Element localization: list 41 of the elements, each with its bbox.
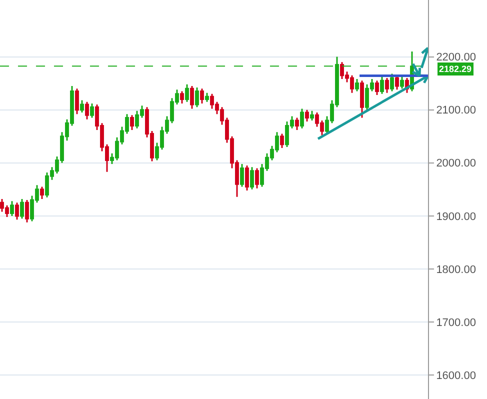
candlestick <box>20 198 24 220</box>
candlestick <box>310 110 314 122</box>
candlestick <box>190 85 194 110</box>
y-tick-label: 2200.00 <box>436 52 476 64</box>
candlestick <box>390 73 394 92</box>
y-tick-label: 1900.00 <box>436 210 476 223</box>
candlestick <box>205 92 209 103</box>
y-tick-label: 2000.00 <box>436 158 476 170</box>
y-tick-label: 1800.00 <box>436 264 476 276</box>
candlestick <box>240 163 244 188</box>
y-tick-label: 2100.00 <box>436 104 476 117</box>
candlestick <box>305 109 309 122</box>
y-tick-label: 1700.00 <box>436 316 476 329</box>
candlestick <box>25 199 29 224</box>
candlestick <box>380 76 384 95</box>
candlestick <box>385 77 389 94</box>
candlestick <box>395 74 399 90</box>
candlestick <box>295 117 299 131</box>
candlestick <box>250 166 254 190</box>
y-tick-label: 1600.00 <box>436 370 476 382</box>
candlestick <box>280 132 284 149</box>
candlestick <box>80 100 84 114</box>
candlestick <box>200 88 204 104</box>
candlestick <box>15 202 19 220</box>
candlestick <box>195 86 199 108</box>
candlestick <box>90 102 94 119</box>
candlestick <box>360 80 364 119</box>
candlestick <box>375 80 379 96</box>
candlestick <box>10 200 14 217</box>
candlestick <box>245 164 249 192</box>
ref-line-label: 2182.29 <box>439 64 472 74</box>
candlestick <box>130 114 134 131</box>
candlestick <box>75 88 79 115</box>
candlestick <box>85 101 89 120</box>
candlestick <box>400 76 404 90</box>
candlestick <box>185 84 189 103</box>
candlestick <box>300 108 304 130</box>
candlestick <box>355 78 359 92</box>
candlestick <box>255 167 259 190</box>
candlestick <box>40 186 44 200</box>
candlestick <box>180 90 184 104</box>
